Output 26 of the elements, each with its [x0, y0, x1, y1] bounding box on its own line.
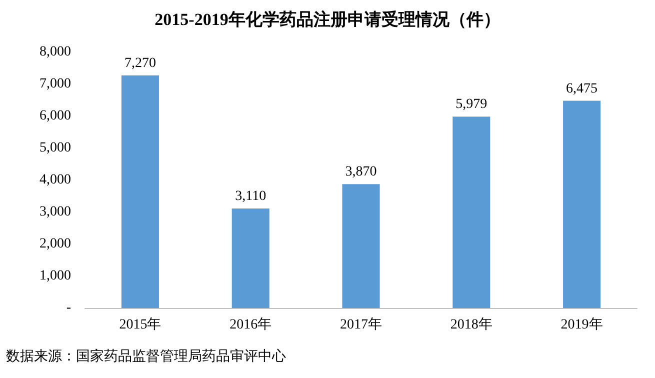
- x-tick-label: 2017年: [340, 316, 382, 332]
- y-tick-label: 7,000: [40, 76, 71, 92]
- bar: [342, 184, 380, 308]
- x-tick-label: 2015年: [119, 316, 162, 332]
- y-tick-label: 4,000: [40, 172, 71, 188]
- data-label: 7,270: [124, 56, 156, 71]
- y-tick-label: 5,000: [40, 140, 71, 156]
- x-tick-label: 2018年: [450, 316, 492, 332]
- bar: [563, 100, 601, 308]
- y-tick-label: 8,000: [40, 44, 71, 60]
- y-tick-label: -: [66, 300, 72, 316]
- data-label: 5,979: [456, 97, 488, 112]
- data-label: 3,870: [345, 164, 377, 180]
- bar: [232, 208, 270, 308]
- source-note: 数据来源：国家药品监督管理局药品审评中心: [6, 348, 286, 364]
- x-tick-label: 2019年: [560, 316, 603, 332]
- chart-title: 2015-2019年化学药品注册申请受理情况（件）: [154, 10, 500, 29]
- bar: [121, 75, 159, 308]
- data-label: 3,110: [235, 188, 266, 204]
- y-tick-label: 6,000: [40, 108, 71, 124]
- data-label: 6,475: [566, 81, 598, 96]
- x-tick-label: 2016年: [230, 316, 272, 332]
- y-tick-label: 2,000: [40, 236, 71, 252]
- y-tick-label: 1,000: [40, 268, 71, 284]
- bar: [452, 116, 490, 308]
- y-tick-label: 3,000: [40, 204, 71, 220]
